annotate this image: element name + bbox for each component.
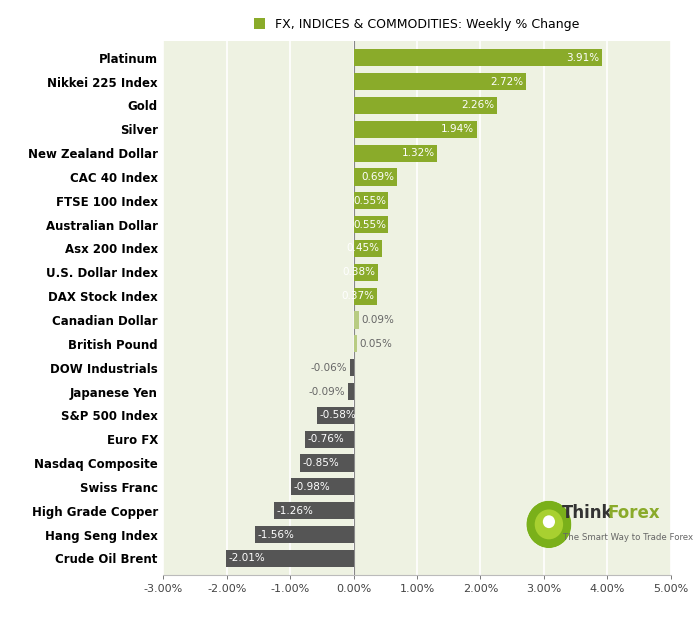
- Text: 1.94%: 1.94%: [441, 125, 474, 134]
- Text: -0.58%: -0.58%: [319, 410, 356, 420]
- Text: 0.55%: 0.55%: [353, 196, 386, 206]
- Bar: [354, 216, 389, 233]
- Bar: [354, 49, 602, 66]
- Circle shape: [543, 515, 555, 528]
- Bar: [274, 502, 354, 520]
- Text: -2.01%: -2.01%: [229, 554, 265, 564]
- Text: Think: Think: [562, 504, 613, 521]
- Bar: [354, 168, 398, 186]
- Bar: [354, 121, 477, 138]
- Text: -0.76%: -0.76%: [308, 434, 345, 444]
- Text: 0.45%: 0.45%: [347, 243, 379, 253]
- Bar: [354, 192, 389, 209]
- Bar: [354, 264, 377, 281]
- Text: The Smart Way to Trade Forex: The Smart Way to Trade Forex: [563, 533, 693, 542]
- Text: 0.69%: 0.69%: [362, 172, 395, 182]
- Text: -1.26%: -1.26%: [276, 506, 313, 516]
- Bar: [354, 240, 382, 257]
- Circle shape: [534, 509, 563, 539]
- Text: Forex: Forex: [607, 504, 660, 521]
- Text: -1.56%: -1.56%: [257, 530, 294, 540]
- Bar: [354, 336, 357, 353]
- Text: 0.37%: 0.37%: [341, 291, 375, 301]
- Bar: [305, 430, 354, 448]
- Text: -0.98%: -0.98%: [294, 482, 331, 492]
- Text: 0.05%: 0.05%: [359, 339, 392, 349]
- Bar: [354, 288, 377, 305]
- Text: 0.55%: 0.55%: [353, 220, 386, 229]
- Legend: FX, INDICES & COMMODITIES: Weekly % Change: FX, INDICES & COMMODITIES: Weekly % Chan…: [254, 18, 580, 31]
- Text: 3.91%: 3.91%: [566, 52, 599, 63]
- Bar: [226, 550, 354, 567]
- Text: -0.06%: -0.06%: [311, 363, 348, 373]
- Bar: [354, 312, 359, 329]
- Text: 0.09%: 0.09%: [362, 315, 395, 325]
- Bar: [354, 73, 526, 90]
- Bar: [354, 145, 437, 162]
- Bar: [291, 478, 354, 495]
- Bar: [300, 454, 354, 471]
- Bar: [348, 383, 354, 400]
- Text: 2.72%: 2.72%: [491, 76, 523, 87]
- Circle shape: [526, 501, 572, 549]
- Bar: [317, 407, 354, 424]
- Bar: [254, 526, 354, 543]
- Text: -0.09%: -0.09%: [309, 387, 345, 396]
- Bar: [354, 97, 497, 114]
- Text: 1.32%: 1.32%: [402, 148, 435, 158]
- Text: 0.38%: 0.38%: [342, 267, 375, 277]
- Bar: [350, 359, 354, 376]
- Text: 2.26%: 2.26%: [461, 100, 494, 111]
- Text: -0.85%: -0.85%: [302, 458, 339, 468]
